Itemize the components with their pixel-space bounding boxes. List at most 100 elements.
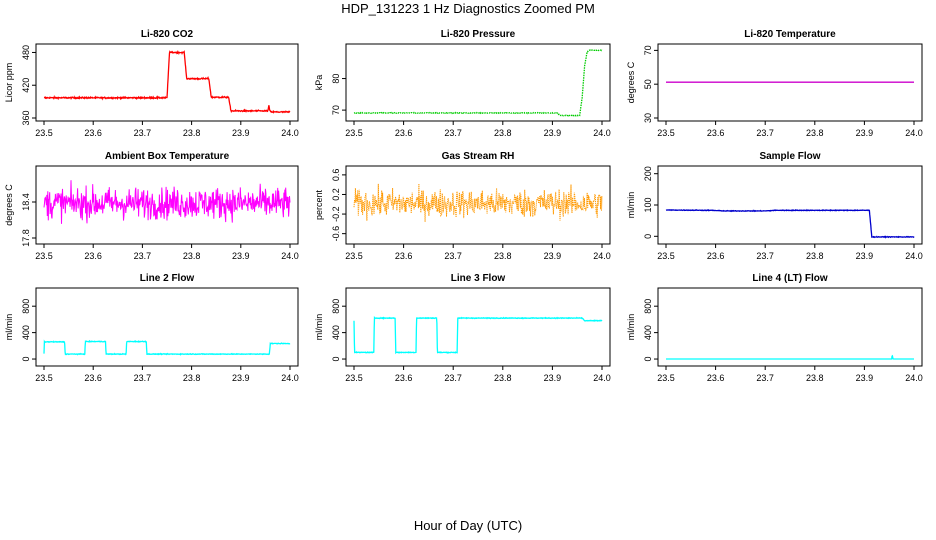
y-axis-label: ml/min xyxy=(626,314,636,341)
x-tick-label: 24.0 xyxy=(593,373,611,383)
y-tick-label: 400 xyxy=(331,325,341,340)
panel-title: Line 4 (LT) Flow xyxy=(752,273,828,284)
y-tick-label: 200 xyxy=(643,166,653,181)
x-tick-label: 23.8 xyxy=(183,128,201,138)
y-axis-label: ml/min xyxy=(314,314,324,341)
plot-frame xyxy=(657,165,923,245)
x-tick-label: 23.9 xyxy=(856,128,874,138)
y-tick-label: 420 xyxy=(21,78,31,93)
x-tick-label: 24.0 xyxy=(905,373,923,383)
x-tick-label: 23.6 xyxy=(707,251,725,261)
panel-7: Line 3 Flow 23.5 23.6 23.7 23.8 23.9 24.0 0 400 8… xyxy=(314,273,611,383)
x-tick-label: 24.0 xyxy=(905,251,923,261)
data-series-line xyxy=(353,183,603,223)
x-tick-label: 23.5 xyxy=(345,251,363,261)
plot-frame xyxy=(345,43,611,122)
panel-1: Li-820 Pressure 23.5 23.6 23.7 23.8 23.9 24.0 7… xyxy=(314,29,611,138)
y-tick-label: 480 xyxy=(21,45,31,60)
x-tick-label: 23.8 xyxy=(494,251,512,261)
panel-title: Li-820 Pressure xyxy=(441,29,516,40)
x-tick-label: 23.6 xyxy=(707,373,725,383)
data-series-line xyxy=(665,208,915,239)
x-tick-label: 23.9 xyxy=(544,373,562,383)
y-tick-label: 360 xyxy=(21,110,31,125)
x-tick-label: 23.5 xyxy=(657,128,675,138)
x-tick-label: 23.5 xyxy=(35,251,53,261)
y-axis-label: ml/min xyxy=(4,314,14,341)
panel-title: Line 3 Flow xyxy=(451,273,506,284)
x-tick-label: 23.7 xyxy=(444,128,462,138)
panel-0: Li-820 CO2 23.5 23.6 23.7 23.8 23.9 24.0 360 420… xyxy=(4,29,299,138)
y-tick-label: 800 xyxy=(331,299,341,314)
x-tick-label: 23.9 xyxy=(232,251,250,261)
x-tick-label: 23.8 xyxy=(806,373,824,383)
x-tick-label: 23.5 xyxy=(657,251,675,261)
y-tick-label: 0.6 xyxy=(331,169,341,182)
x-tick-label: 23.7 xyxy=(756,373,774,383)
x-tick-label: 23.6 xyxy=(84,251,102,261)
y-tick-label: 0 xyxy=(643,234,653,239)
y-tick-label: 80 xyxy=(331,74,341,84)
y-tick-label: -0.2 xyxy=(331,206,341,222)
y-tick-label: 400 xyxy=(21,325,31,340)
panel-6: Line 2 Flow 23.5 23.6 23.7 23.8 23.9 24.0 0 400 8… xyxy=(4,273,299,383)
data-series-line xyxy=(43,180,291,224)
y-axis-label: Licor ppm xyxy=(4,63,14,103)
x-tick-label: 23.9 xyxy=(544,128,562,138)
panel-title: Gas Stream RH xyxy=(442,151,515,162)
x-tick-label: 23.5 xyxy=(345,128,363,138)
figure-x-label: Hour of Day (UTC) xyxy=(413,518,523,533)
figure-title: HDP_131223 1 Hz Diagnostics Zoomed PM xyxy=(341,1,595,16)
panel-8: Line 4 (LT) Flow 23.5 23.6 23.7 23.8 23.9 24.0… xyxy=(626,273,923,383)
x-tick-label: 23.8 xyxy=(183,373,201,383)
y-tick-label: 400 xyxy=(643,325,653,340)
x-tick-label: 23.6 xyxy=(395,251,413,261)
plot-frame xyxy=(35,287,299,367)
x-tick-label: 23.9 xyxy=(232,373,250,383)
x-tick-label: 23.9 xyxy=(856,373,874,383)
x-tick-label: 24.0 xyxy=(593,128,611,138)
y-tick-label: 18.4 xyxy=(21,193,31,211)
y-tick-label: 800 xyxy=(21,299,31,314)
data-series-line xyxy=(353,48,603,117)
x-tick-label: 23.7 xyxy=(756,128,774,138)
y-tick-label: 50 xyxy=(643,79,653,89)
y-tick-label: 0 xyxy=(331,357,341,362)
panel-title: Li-820 CO2 xyxy=(141,29,194,40)
y-tick-label: 100 xyxy=(643,197,653,212)
x-tick-label: 24.0 xyxy=(593,251,611,261)
x-tick-label: 23.6 xyxy=(84,373,102,383)
data-series-line xyxy=(353,315,603,355)
x-tick-label: 23.9 xyxy=(544,251,562,261)
x-tick-label: 23.7 xyxy=(444,251,462,261)
x-tick-label: 23.8 xyxy=(806,251,824,261)
panel-title: Line 2 Flow xyxy=(140,273,195,284)
x-tick-label: 23.7 xyxy=(134,373,152,383)
y-tick-label: 0.2 xyxy=(331,188,341,201)
panel-title: Li-820 Temperature xyxy=(744,29,836,40)
data-series-line xyxy=(43,49,291,114)
x-tick-label: 23.5 xyxy=(657,373,675,383)
x-tick-label: 23.7 xyxy=(134,128,152,138)
panel-2: Li-820 Temperature 23.5 23.6 23.7 23.8 23.9 24… xyxy=(626,29,923,138)
y-tick-label: 17.8 xyxy=(21,229,31,247)
y-tick-label: 70 xyxy=(331,105,341,115)
x-tick-label: 23.8 xyxy=(806,128,824,138)
plot-frame xyxy=(35,165,299,245)
panel-5: Sample Flow 23.5 23.6 23.7 23.8 23.9 24.0 0 100 2… xyxy=(626,151,923,261)
y-axis-label: kPa xyxy=(314,75,324,91)
plot-frame xyxy=(657,287,923,367)
x-tick-label: 23.8 xyxy=(494,373,512,383)
plot-frame xyxy=(657,43,923,122)
plot-frame xyxy=(345,165,611,245)
y-axis-label: ml/min xyxy=(626,192,636,219)
x-tick-label: 23.9 xyxy=(232,128,250,138)
panel-3: Ambient Box Temperature 23.5 23.6 23.7 23.8 2… xyxy=(4,151,299,261)
panel-title: Ambient Box Temperature xyxy=(105,151,230,162)
x-tick-label: 23.7 xyxy=(444,373,462,383)
y-tick-label: 70 xyxy=(643,45,653,55)
y-axis-label: degrees C xyxy=(4,184,14,226)
x-tick-label: 24.0 xyxy=(905,128,923,138)
panel-4: Gas Stream RH 23.5 23.6 23.7 23.8 23.9 24.0 -0.… xyxy=(314,151,611,261)
